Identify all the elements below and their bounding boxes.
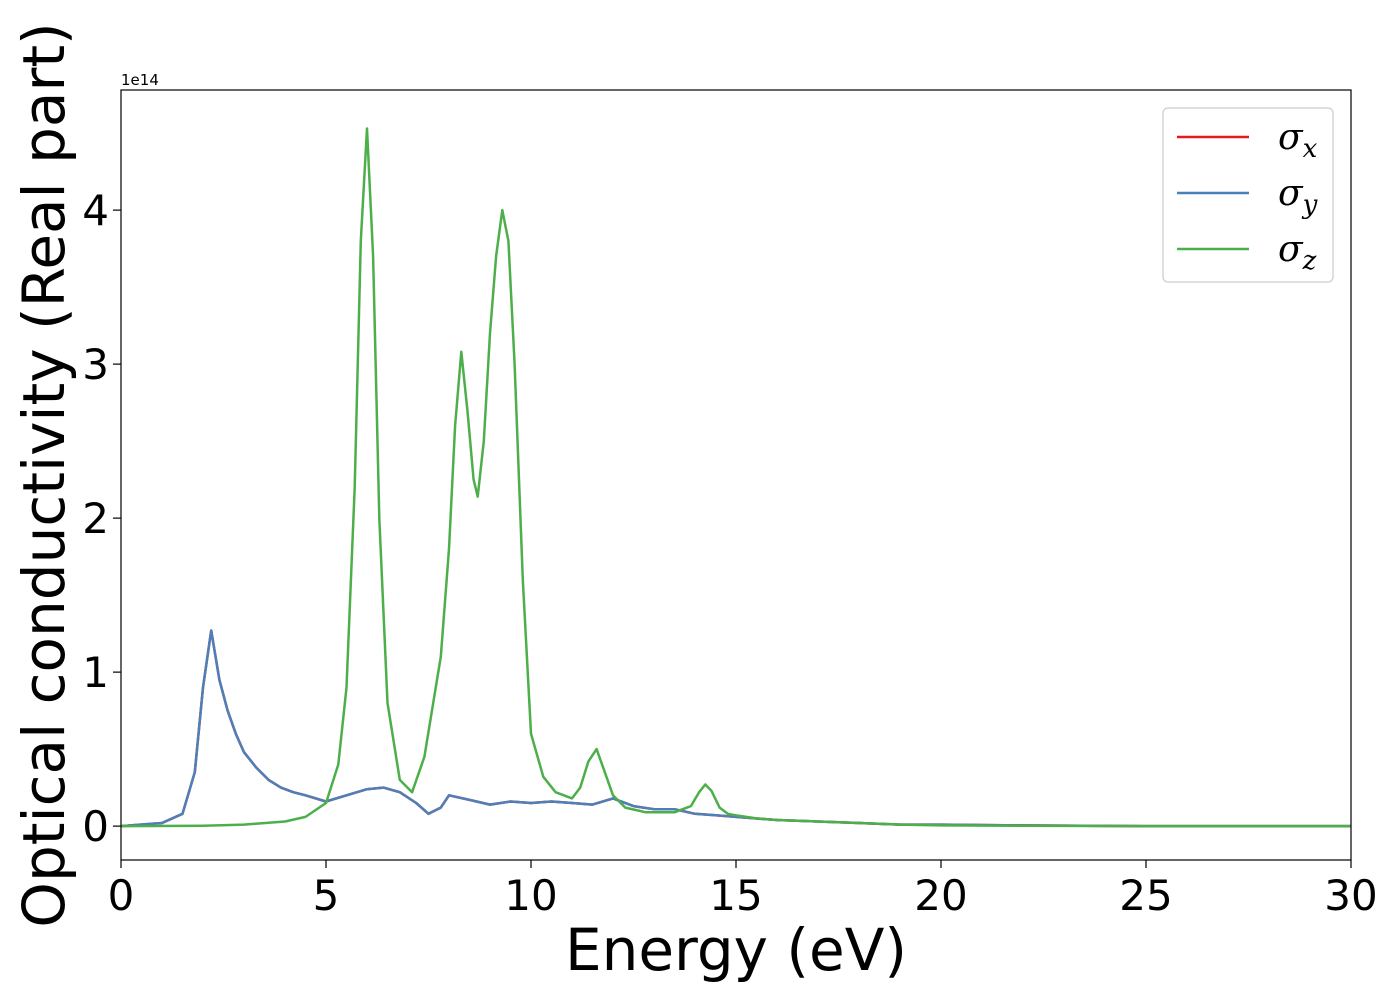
x-tick-label: 25 bbox=[1119, 871, 1172, 920]
legend-label-z: σz bbox=[1278, 229, 1317, 276]
y-axis-title: Optical conductivity (Real part) bbox=[10, 22, 78, 927]
x-tick-label: 10 bbox=[504, 871, 557, 920]
x-tick-label: 5 bbox=[313, 871, 340, 920]
y-tick-label: 2 bbox=[82, 494, 109, 543]
x-tick-label: 0 bbox=[108, 871, 135, 920]
series-layer bbox=[120, 127, 1351, 828]
y-axis: 0 1 2 3 4 bbox=[82, 186, 121, 851]
x-tick-label: 30 bbox=[1324, 871, 1377, 920]
series-line-z bbox=[120, 127, 1351, 828]
plot-area bbox=[121, 90, 1351, 860]
y-tick-label: 3 bbox=[82, 340, 109, 389]
legend-label-y: σy bbox=[1278, 173, 1318, 220]
legend-box bbox=[1162, 107, 1334, 283]
x-tick-label: 15 bbox=[709, 871, 762, 920]
legend-label-x: σx bbox=[1278, 117, 1318, 164]
x-axis-title: Energy (eV) bbox=[565, 916, 907, 984]
y-tick-label: 0 bbox=[82, 802, 109, 851]
x-tick-label: 20 bbox=[914, 871, 967, 920]
y-tick-label: 1 bbox=[82, 648, 109, 697]
y-multiplier-label: 1e14 bbox=[121, 71, 159, 89]
legend: σx σy σz bbox=[1162, 107, 1334, 283]
y-tick-label: 4 bbox=[82, 186, 109, 235]
x-axis: 0 5 10 15 20 25 30 bbox=[108, 860, 1378, 920]
